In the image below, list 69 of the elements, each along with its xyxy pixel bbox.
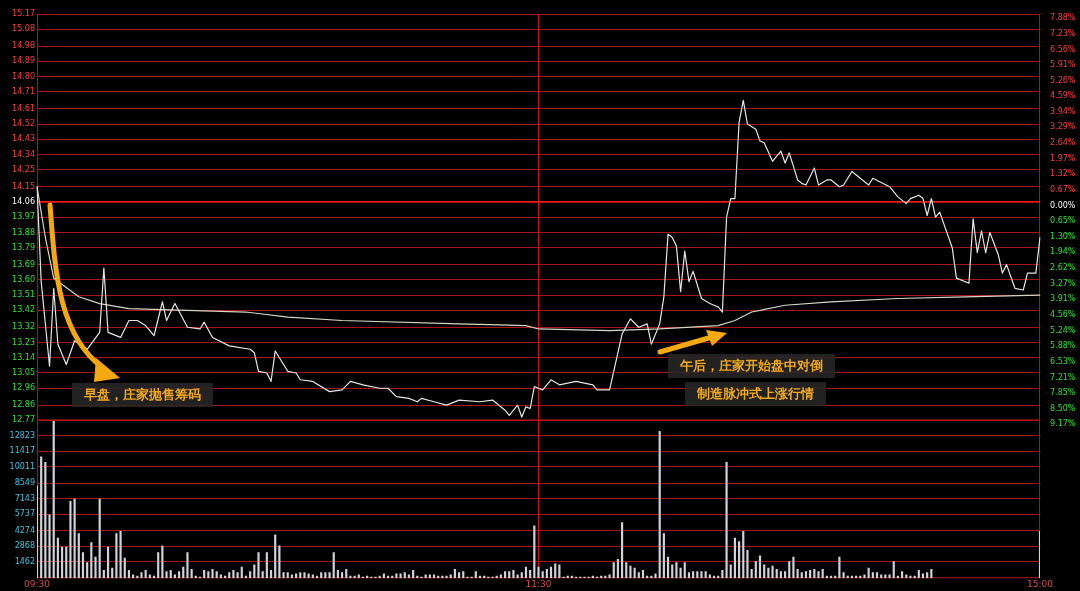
y-tick-label: 13.97 (12, 212, 35, 222)
y-tick-label: 14.71 (12, 86, 35, 96)
y-tick-label: 13.60 (12, 274, 35, 284)
y-tick-label: 13.51 (12, 290, 35, 300)
y-tick-label: 12823 (9, 430, 35, 440)
x-tick-label: 15:00 (1027, 578, 1054, 589)
y-tick-label: 12.96 (12, 383, 35, 393)
y-tick-label: 12.77 (12, 415, 35, 425)
y2-tick-label: 5.88% (1050, 341, 1076, 351)
y2-tick-label: 2.64% (1050, 137, 1076, 147)
y2-tick-label: 1.30% (1050, 231, 1076, 241)
y-tick-label: 1462 (14, 557, 35, 566)
y2-tick-label: 5.24% (1050, 325, 1076, 335)
y-tick-label: 13.14 (12, 352, 35, 362)
y-tick-label: 14.52 (12, 119, 35, 129)
x-tick-label: 11:30 (525, 578, 552, 589)
y-tick-label: 4274 (14, 525, 35, 535)
y-tick-label: 12.86 (12, 400, 35, 410)
y-tick-label: 14.89 (12, 56, 35, 66)
y-tick-label: 8549 (14, 478, 35, 488)
y-tick-label: 13.42 (12, 305, 35, 315)
y-tick-label: 13.79 (12, 242, 35, 252)
y-tick-label: 10011 (9, 461, 35, 471)
y-tick-label: 14.43 (12, 134, 35, 144)
annotation: 午后，庄家开始盘中对倒 (668, 354, 835, 378)
y-tick-label: 14.06 (12, 197, 35, 207)
y-tick-label: 15.17 (12, 9, 35, 19)
y2-tick-label: 0.65% (1050, 216, 1076, 226)
annotation: 早盘，庄家抛售筹码 (72, 383, 213, 407)
y-tick-label: 14.98 (12, 41, 35, 51)
y2-tick-label: 4.59% (1050, 91, 1076, 101)
y-tick-label: 13.05 (12, 368, 35, 378)
y-tick-label: 13.69 (12, 259, 35, 269)
y2-tick-label: 7.21% (1050, 372, 1076, 382)
y2-tick-label: 9.17% (1050, 419, 1076, 429)
y2-tick-label: 7.23% (1050, 28, 1076, 38)
y-tick-label: 14.61 (12, 103, 35, 113)
y-tick-label: 13.32 (12, 322, 35, 332)
y-tick-label: 11417 (9, 446, 35, 456)
y2-tick-label: 7.85% (1050, 388, 1076, 398)
y-tick-label: 14.15 (12, 181, 35, 191)
y-tick-label: 7143 (14, 493, 35, 503)
y2-tick-label: 3.27% (1050, 278, 1076, 288)
y2-tick-label: 6.53% (1050, 356, 1076, 366)
y2-tick-label: 1.94% (1050, 247, 1076, 257)
y2-tick-label: 3.29% (1050, 122, 1076, 132)
y2-tick-label: 1.97% (1050, 153, 1076, 163)
x-tick-label: 09:30 (24, 578, 51, 589)
y2-tick-label: 0.67% (1050, 184, 1076, 194)
y2-tick-label: 8.50% (1050, 403, 1076, 413)
y-tick-label: 15.08 (12, 24, 35, 34)
y2-tick-label: 5.26% (1050, 75, 1076, 85)
y2-tick-label: 5.91% (1050, 60, 1076, 70)
y2-tick-label: 3.91% (1050, 294, 1076, 304)
y-tick-label: 14.34 (12, 149, 35, 159)
y2-tick-label: 7.88% (1050, 13, 1076, 23)
y-tick-label: 14.80 (12, 71, 35, 81)
y2-tick-label: 1.32% (1050, 169, 1076, 179)
y-tick-label: 2868 (14, 541, 35, 551)
y2-tick-label: 4.56% (1050, 309, 1076, 319)
y2-tick-label: 3.94% (1050, 106, 1076, 116)
annotation: 制造脉冲式上涨行情 (685, 382, 826, 406)
y-tick-label: 13.23 (12, 337, 35, 347)
y2-tick-label: 6.56% (1050, 44, 1076, 54)
y-tick-label: 5737 (14, 509, 35, 519)
y2-tick-label: 0.00% (1050, 200, 1076, 210)
y-tick-label: 14.25 (12, 164, 35, 174)
y-tick-label: 13.88 (12, 227, 35, 237)
y2-tick-label: 2.62% (1050, 263, 1076, 273)
